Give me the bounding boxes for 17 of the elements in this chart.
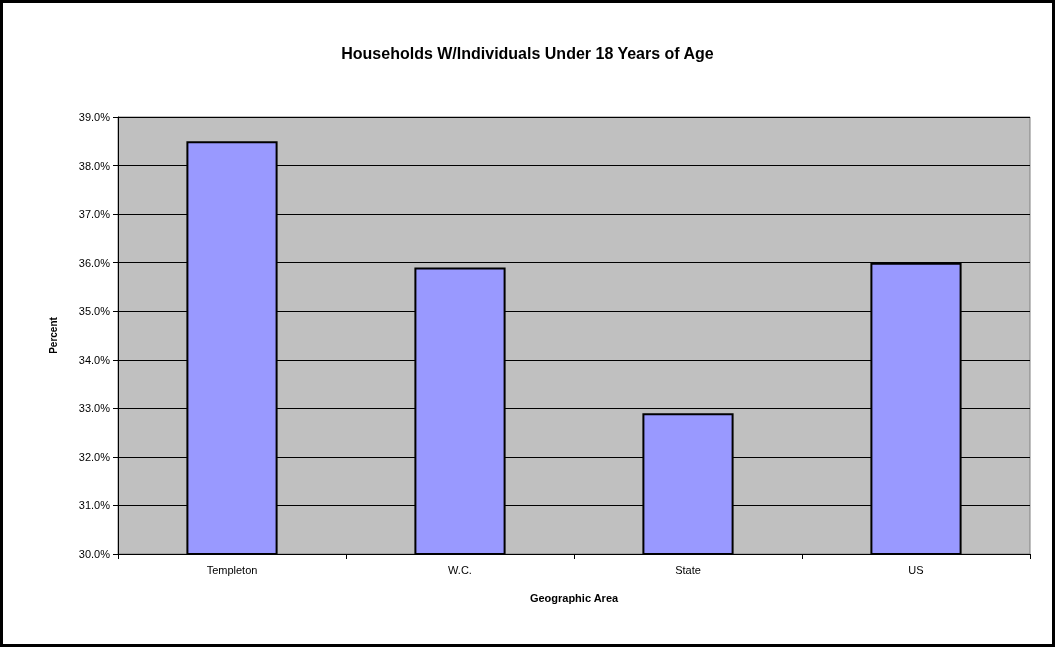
y-tick-label: 33.0% <box>78 402 111 415</box>
y-tick-label: 37.0% <box>78 208 111 221</box>
x-tick-label: US <box>908 563 924 576</box>
x-axis-title: Geographic Area <box>529 591 619 604</box>
chart-title: Households W/Individuals Under 18 Years of Age <box>341 44 714 62</box>
y-tick-label: 34.0% <box>78 353 111 366</box>
y-tick-label: 31.0% <box>78 499 111 512</box>
y-tick-label: 32.0% <box>78 450 111 463</box>
y-tick-label: 30.0% <box>78 548 111 560</box>
y-tick-label: 35.0% <box>78 305 111 318</box>
x-tick-label: W.C. <box>448 563 472 576</box>
y-tick-label: 36.0% <box>78 256 111 269</box>
y-tick-label: 38.0% <box>78 159 111 172</box>
x-tick-label: State <box>675 563 701 576</box>
y-axis-title: Percent <box>47 316 59 354</box>
x-tick-label: Templeton <box>206 563 258 576</box>
y-tick-label: 39.0% <box>78 111 111 123</box>
